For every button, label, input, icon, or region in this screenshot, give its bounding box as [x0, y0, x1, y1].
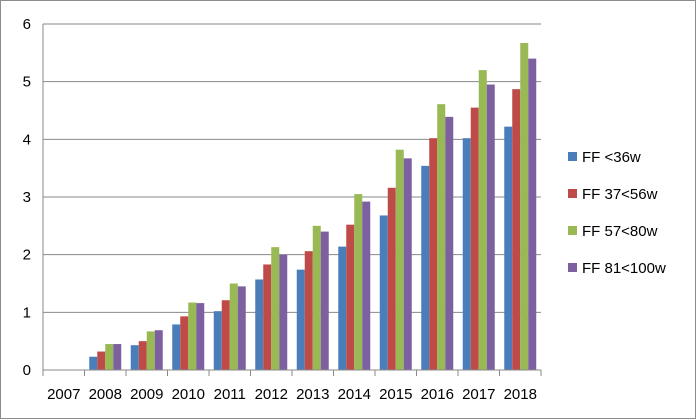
legend-swatch-2: [568, 189, 577, 198]
bar-2010-series-3: [188, 302, 197, 370]
bar-2011-series-2: [221, 300, 230, 370]
bar-2012-series-1: [255, 279, 264, 370]
y-tick-label: 6: [23, 16, 31, 33]
x-tick-label: 2015: [379, 386, 412, 403]
bar-2014-series-4: [362, 201, 371, 370]
bar-2009-series-4: [154, 330, 163, 370]
bar-2018-series-2: [512, 89, 521, 370]
bar-2016-series-2: [429, 138, 438, 370]
bar-2012-series-3: [271, 247, 280, 370]
x-tick-label: 2008: [89, 386, 122, 403]
legend-label-3: FF 57<80w: [582, 223, 658, 240]
legend-label-4: FF 81<100w: [582, 260, 666, 277]
axes: 0 1 2 3 4 5 6 2007 2008 2009 2010 2011 2012 2013 2014 2…: [23, 16, 542, 403]
bar-2011-series-4: [237, 286, 246, 370]
bar-2013-series-2: [304, 251, 313, 370]
bar-2014-series-2: [346, 224, 355, 370]
legend-swatch-4: [568, 263, 577, 272]
bar-2010-series-2: [180, 316, 189, 370]
x-tick-label: 2010: [172, 386, 205, 403]
x-tick-label: 2014: [338, 386, 371, 403]
bar-2009-series-3: [146, 331, 155, 370]
y-tick-label: 3: [23, 189, 31, 206]
bar-2010-series-1: [172, 324, 181, 370]
x-tick-label: 2011: [214, 386, 246, 403]
bar-2015-series-2: [387, 187, 396, 370]
y-tick-label: 5: [23, 74, 31, 91]
bar-2013-series-4: [320, 231, 329, 370]
bar-2008-series-1: [89, 356, 98, 370]
legend-swatch-1: [568, 152, 577, 161]
bar-2017-series-1: [462, 138, 471, 370]
x-tick-label: 2007: [47, 386, 80, 403]
x-tick-label: 2016: [421, 386, 454, 403]
x-tick-label: 2012: [255, 386, 288, 403]
bar-2012-series-4: [279, 254, 288, 370]
y-tick-label: 1: [23, 304, 31, 321]
bar-2010-series-4: [196, 303, 205, 370]
bar-2009-series-1: [130, 345, 139, 370]
y-tick-label: 0: [23, 362, 31, 379]
legend: FF <36w FF 37<56w FF 57<80w FF 81<100w: [568, 149, 666, 277]
bar-2014-series-1: [338, 246, 347, 370]
bar-2018-series-3: [520, 43, 529, 370]
bar-2015-series-1: [379, 215, 388, 370]
bar-2017-series-2: [470, 107, 479, 370]
bar-2016-series-4: [445, 116, 454, 371]
bars: [89, 43, 537, 371]
bar-2008-series-4: [113, 344, 122, 370]
bar-2016-series-3: [437, 104, 446, 370]
bar-2017-series-3: [478, 70, 487, 370]
bar-2015-series-4: [403, 158, 412, 370]
bar-2016-series-1: [421, 165, 430, 370]
legend-label-2: FF 37<56w: [582, 186, 658, 203]
bar-2011-series-1: [213, 311, 222, 370]
bar-2009-series-2: [138, 341, 147, 370]
bar-2008-series-2: [97, 351, 106, 370]
bar-2015-series-3: [395, 149, 404, 370]
bar-2011-series-3: [229, 283, 238, 370]
y-tick-label: 2: [23, 247, 31, 264]
bar-2017-series-4: [486, 84, 495, 371]
legend-label-1: FF <36w: [582, 149, 641, 166]
bar-2013-series-3: [312, 225, 321, 370]
y-tick-label: 4: [23, 131, 31, 148]
bar-2018-series-1: [504, 126, 513, 370]
x-tick-label: 2017: [462, 386, 495, 403]
bar-2008-series-3: [105, 344, 114, 370]
bar-2014-series-3: [354, 194, 363, 370]
gridlines: [43, 23, 541, 313]
bar-2012-series-2: [263, 264, 272, 370]
bar-2018-series-4: [528, 58, 537, 370]
x-tick-label: 2018: [504, 386, 537, 403]
x-tick-label: 2009: [130, 386, 163, 403]
x-tick-label: 2013: [296, 386, 329, 403]
legend-swatch-3: [568, 226, 577, 235]
bar-2013-series-1: [296, 269, 305, 370]
